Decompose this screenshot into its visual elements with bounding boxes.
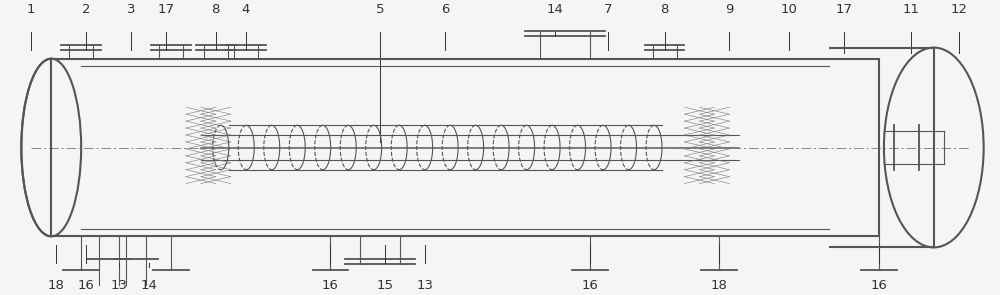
Text: 16: 16 [581,279,598,292]
Text: 17: 17 [157,3,174,16]
Text: 16: 16 [78,279,95,292]
Text: 13: 13 [111,279,128,292]
Text: 15: 15 [377,279,394,292]
Text: 1: 1 [27,3,36,16]
Text: 6: 6 [441,3,449,16]
Text: 16: 16 [322,279,339,292]
Text: 18: 18 [711,279,728,292]
Text: 9: 9 [725,3,734,16]
Text: 14: 14 [546,3,563,16]
Text: 10: 10 [781,3,798,16]
Text: 3: 3 [127,3,135,16]
Text: 7: 7 [603,3,612,16]
Text: 12: 12 [950,3,967,16]
Text: 4: 4 [242,3,250,16]
Text: 8: 8 [212,3,220,16]
Text: 14: 14 [141,279,157,292]
Text: 5: 5 [376,3,385,16]
Text: 13: 13 [417,279,434,292]
Text: 11: 11 [902,3,919,16]
Text: 18: 18 [48,279,65,292]
Text: 8: 8 [660,3,669,16]
Text: 16: 16 [871,279,887,292]
Text: 17: 17 [836,3,853,16]
Text: 2: 2 [82,3,90,16]
